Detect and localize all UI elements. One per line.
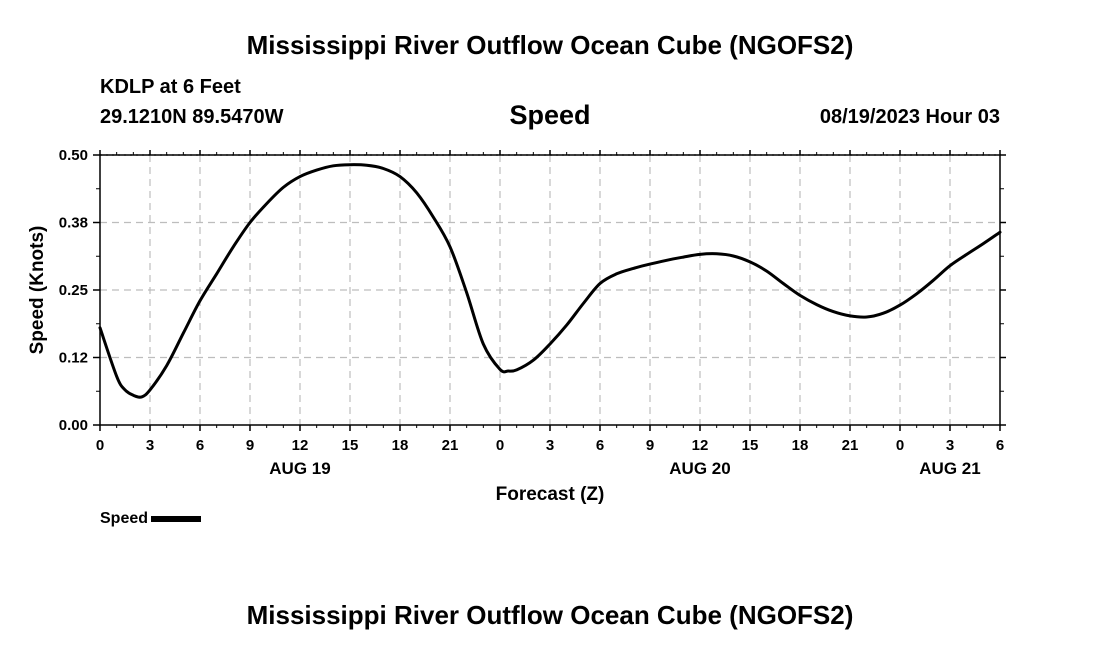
y-tick-labels: 0.00 0.12 0.25 0.38 0.50: [59, 147, 88, 434]
x-tick-label: 18: [392, 437, 409, 454]
x-axis-label: Forecast (Z): [496, 484, 605, 505]
date-label: AUG 20: [669, 459, 730, 478]
y-tick-label: 0.25: [59, 282, 88, 299]
date-label: AUG 21: [919, 459, 980, 478]
x-tick-label: 9: [246, 437, 254, 454]
x-tick-label: 0: [496, 437, 504, 454]
speed-series-line: [98, 163, 1002, 399]
y-tick-label: 0.00: [59, 417, 88, 434]
legend-label: Speed: [100, 510, 149, 527]
variable-title: Speed: [509, 100, 591, 130]
x-tick-label: 15: [742, 437, 759, 454]
station-label: KDLP at 6 Feet: [100, 76, 241, 98]
footer-title: Mississippi River Outflow Ocean Cube (NG…: [246, 600, 854, 630]
x-tick-label: 3: [946, 437, 954, 454]
x-tick-label: 6: [996, 437, 1004, 454]
y-tick-label: 0.38: [59, 215, 88, 232]
date-labels: AUG 19 AUG 20 AUG 21: [269, 459, 980, 478]
y-tick-label: 0.50: [59, 147, 88, 164]
date-label: AUG 19: [269, 459, 330, 478]
y-tick-label: 0.12: [59, 350, 88, 367]
x-tick-label: 6: [596, 437, 604, 454]
x-tick-label: 18: [792, 437, 809, 454]
station-coordinates: 29.1210N 89.5470W: [100, 106, 284, 128]
x-tick-label: 21: [442, 437, 459, 454]
forecast-timestamp: 08/19/2023 Hour 03: [819, 106, 1000, 128]
x-tick-labels: 0 3 6 9 12 15 18 21 0 3 6 9 12 15 18 21 0 3 6: [96, 437, 1004, 454]
x-tick-label: 15: [342, 437, 359, 454]
axis-ticks: [93, 150, 1006, 431]
legend-line-swatch: [151, 516, 202, 522]
x-tick-label: 6: [196, 437, 204, 454]
x-tick-label: 3: [146, 437, 154, 454]
chart-title: Mississippi River Outflow Ocean Cube (NG…: [246, 30, 854, 60]
x-tick-label: 21: [842, 437, 859, 454]
x-tick-label: 12: [692, 437, 709, 454]
chart-grid: [100, 154, 1000, 425]
chart-legend: Speed: [100, 510, 202, 528]
y-axis-label: Speed (Knots): [27, 226, 48, 355]
x-tick-label: 9: [646, 437, 654, 454]
x-tick-label: 0: [896, 437, 904, 454]
x-tick-label: 3: [546, 437, 554, 454]
x-tick-label: 0: [96, 437, 104, 454]
x-tick-label: 12: [292, 437, 309, 454]
